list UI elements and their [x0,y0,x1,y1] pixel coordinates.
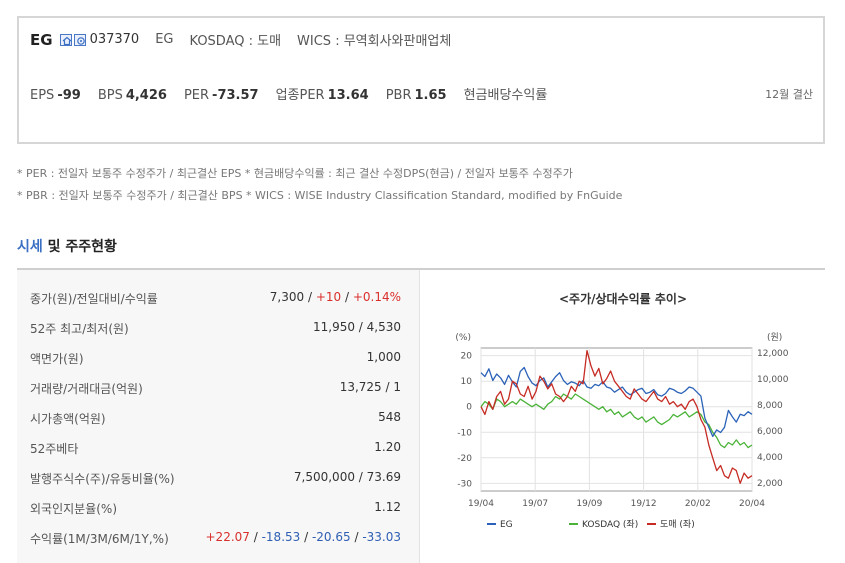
price-chart: <주가/상대수익률 추이> 20 10 0 -10 -20 -30 12,000 10,000… [421,270,825,563]
table-row-label: 발행주식수(주)/유동비율(%) [30,472,175,486]
table-row-label: 52주베타 [30,442,79,456]
right-axis-unit: (원) [767,332,782,343]
table-row-label: 52주 최고/최저(원) [30,322,129,336]
x-tick-label: 19/04 [468,499,494,509]
table-row-label: 거래량/거래대금(억원) [30,382,143,396]
right-tick-label: 4,000 [757,453,783,463]
legend-label: EG [500,520,513,530]
wics-info: WICS : 무역회사와판매업체 [297,34,452,49]
table-row: 종가(원)/전일대비/수익률 7,300 / +10 / +0.14% [17,282,420,312]
market-panel: 종가(원)/전일대비/수익률 7,300 / +10 / +0.14% 52주 최고… [17,268,825,563]
stock-code: 037370 [89,32,140,47]
metric-sector-per: 업종PER 13.64 [275,88,369,103]
company-name: EG [30,30,53,49]
table-row-value: 7,300 / +10 / +0.14% [269,290,401,304]
section-title: 시세 및 주주현황 [17,239,117,255]
left-axis-unit: (%) [455,333,471,343]
market-data-table: 종가(원)/전일대비/수익률 7,300 / +10 / +0.14% 52주 최고… [17,270,420,563]
company-summary-box [17,16,825,144]
table-row: 시가총액(억원) 548 [17,402,420,432]
left-tick-label: 10 [461,377,473,387]
table-row-value: 7,500,000 / 73.69 [293,470,401,484]
footnote-per: * PER : 전일자 보통주 수정주가 / 최근결산 EPS * 현금배당수익… [17,167,573,180]
table-row: 52주 최고/최저(원) 11,950 / 4,530 [17,312,420,342]
ticker: EG [155,32,174,47]
metric-dividend-yield: 현금배당수익률 [463,88,548,103]
metrics-row: EPS -99 BPS 4,426 PER -73.57 업종PER 13.64 PBR… [30,84,567,103]
left-tick-label: -30 [457,479,472,489]
x-tick-label: 19/12 [631,499,657,509]
metric-per: PER -73.57 [183,88,259,103]
table-row: 52주베타 1.20 [17,432,420,462]
home-icon[interactable] [59,33,72,46]
metric-eps: EPS -99 [30,88,81,103]
table-row-value: 11,950 / 4,530 [312,320,401,334]
chart-svg: 20 10 0 -10 -20 -30 12,000 10,000 8,000 6,000 4,00… [455,332,789,530]
footnote-pbr: * PBR : 전일자 보통주 수정주가 / 최근결산 BPS * WICS :… [17,189,623,202]
x-tick-label: 19/09 [576,499,602,509]
table-row-label: 종가(원)/전일대비/수익률 [30,292,158,306]
table-row-value: 548 [378,410,401,424]
left-tick-label: 0 [466,403,472,413]
x-tick-label: 19/07 [522,499,548,509]
table-row-label: 외국인지분율(%) [30,502,118,516]
x-tick-label: 20/04 [739,499,765,509]
table-row-label: 시가총액(억원) [30,412,106,426]
settlement-month: 12월 결산 [765,88,813,101]
right-tick-label: 12,000 [757,349,789,359]
market-info: KOSDAQ : 도매 [189,34,282,49]
table-row: 수익률(1M/3M/6M/1Y,%) +22.07 / -18.53 / -20.… [17,522,420,552]
metric-pbr: PBR 1.65 [385,88,447,103]
table-row-value: 13,725 / 1 [339,380,401,394]
table-row-label: 수익률(1M/3M/6M/1Y,%) [30,532,169,546]
table-row: 거래량/거래대금(억원) 13,725 / 1 [17,372,420,402]
table-row-value: 1,000 [366,350,401,364]
left-tick-label: 20 [461,352,473,362]
right-tick-label: 6,000 [757,427,783,437]
table-row: 액면가(원) 1,000 [17,342,420,372]
company-title-row: EG 037370 EG KOSDAQ : 도매 WICS : 무역회사와판매업… [30,30,467,50]
legend-label: 도매 (좌) [660,519,695,530]
table-row: 외국인지분율(%) 1.12 [17,492,420,522]
legend-label: KOSDAQ (좌) [582,519,638,530]
table-row-value: 1.20 [374,440,401,454]
right-tick-label: 8,000 [757,401,783,411]
left-tick-label: -20 [457,454,472,464]
footnotes: * PER : 전일자 보통주 수정주가 / 최근결산 EPS * 현금배당수익… [17,163,622,207]
series-line [480,349,753,484]
table-row: 발행주식수(주)/유동비율(%) 7,500,000 / 73.69 [17,462,420,492]
table-row-label: 액면가(원) [30,352,84,366]
series-line [480,366,753,438]
x-tick-label: 20/02 [685,499,711,509]
ir-icon[interactable] [73,33,86,46]
chart-title: <주가/상대수익률 추이> [558,292,688,306]
left-tick-label: -10 [457,428,472,438]
table-row-value: +22.07 / -18.53 / -20.65 / -33.03 [205,530,402,544]
metric-bps: BPS 4,426 [97,88,167,103]
table-row-value: 1.12 [374,500,401,514]
right-tick-label: 10,000 [757,375,789,385]
right-tick-label: 2,000 [757,479,783,489]
